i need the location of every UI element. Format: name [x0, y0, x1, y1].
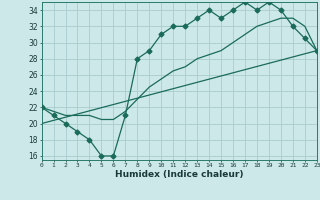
X-axis label: Humidex (Indice chaleur): Humidex (Indice chaleur)	[115, 170, 244, 179]
